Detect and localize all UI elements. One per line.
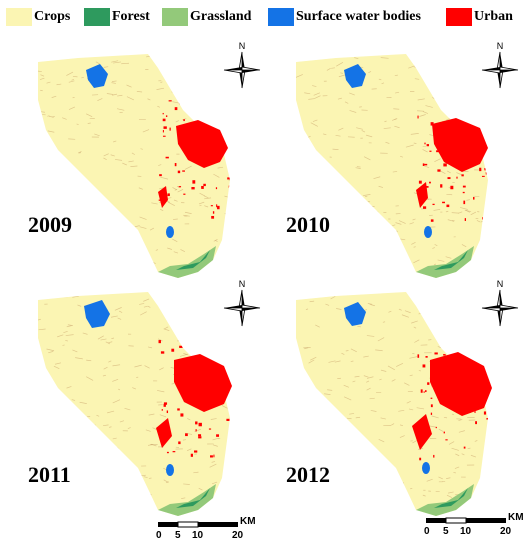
legend-swatch-grassland — [162, 8, 188, 26]
legend-item-water: Surface water bodies — [268, 6, 421, 28]
water-body-pond — [166, 226, 174, 238]
grassland-patch — [416, 246, 474, 278]
legend-label: Crops — [34, 9, 71, 24]
north-label: N — [497, 279, 504, 289]
map-panel-2012: 2012 N — [266, 278, 526, 534]
urban-area-main — [176, 120, 228, 168]
urban-area-minor — [412, 414, 432, 450]
land-use-map — [296, 292, 492, 516]
forest-patch — [434, 488, 468, 508]
legend-swatch-urban — [446, 8, 472, 26]
scale-tick: 20 — [232, 530, 244, 541]
map-year-label: 2010 — [286, 212, 330, 237]
forest-patch — [176, 488, 210, 508]
study-area-region — [38, 292, 230, 516]
land-use-map — [38, 292, 232, 516]
scale-tick: 5 — [175, 530, 181, 541]
map-legend: Crops Forest Grassland Surface water bod… — [0, 0, 532, 34]
urban-area-minor — [416, 182, 428, 208]
map-year-label: 2012 — [286, 462, 330, 487]
scale-tick: 0 — [424, 526, 430, 537]
legend-label: Urban — [474, 9, 513, 24]
scale-tick: 10 — [460, 526, 472, 537]
legend-item-urban: Urban — [446, 6, 513, 28]
legend-item-forest: Forest — [84, 6, 150, 28]
water-body-pond — [422, 462, 430, 474]
scale-bar-left: KM 0 5 10 20 — [156, 516, 278, 544]
scale-tick: 0 — [156, 530, 162, 541]
water-body-lake — [344, 302, 366, 326]
legend-item-grassland: Grassland — [162, 6, 251, 28]
legend-label: Grassland — [190, 9, 252, 24]
map-panel-2009: 2009 N — [8, 40, 268, 296]
map-panel-2010: 2010 N — [266, 40, 526, 296]
north-label: N — [239, 279, 246, 289]
water-body-lake — [344, 64, 366, 88]
legend-label: Forest — [112, 9, 150, 24]
forest-patch — [176, 250, 210, 270]
north-label: N — [497, 41, 504, 51]
grassland-patch — [158, 246, 216, 278]
scale-bar-right: KM 0 5 10 20 — [424, 512, 532, 540]
study-area-region — [296, 54, 488, 278]
north-arrow-icon: N — [222, 40, 262, 90]
urban-area-main — [432, 118, 488, 172]
north-arrow-icon: N — [480, 40, 520, 90]
scale-tick: 10 — [192, 530, 204, 541]
north-label: N — [239, 41, 246, 51]
scale-tick: 20 — [500, 526, 512, 537]
legend-label: Surface water bodies — [296, 9, 421, 24]
legend-swatch-forest — [84, 8, 110, 26]
urban-area-main — [174, 354, 232, 412]
scale-tick: 5 — [443, 526, 449, 537]
land-use-map — [296, 54, 488, 278]
map-panel-2011: 2011 N — [8, 278, 268, 534]
urban-area-minor — [156, 418, 172, 448]
land-use-map — [38, 54, 230, 278]
water-body-pond — [424, 226, 432, 238]
grassland-patch — [416, 484, 474, 516]
scale-unit: KM — [508, 512, 524, 523]
water-body-lake — [86, 64, 108, 88]
legend-swatch-water — [268, 8, 294, 26]
legend-swatch-crops — [6, 8, 32, 26]
map-year-label: 2011 — [28, 462, 71, 487]
water-body-lake — [84, 300, 110, 328]
urban-area-minor — [158, 186, 168, 208]
north-arrow-icon: N — [222, 278, 262, 328]
grassland-patch — [158, 484, 216, 516]
map-year-label: 2009 — [28, 212, 72, 237]
forest-patch — [434, 250, 468, 270]
study-area-region — [296, 292, 488, 516]
north-arrow-icon: N — [480, 278, 520, 328]
legend-item-crops: Crops — [6, 6, 70, 28]
water-body-pond — [166, 464, 174, 476]
scale-unit: KM — [240, 516, 256, 527]
urban-area-main — [430, 352, 492, 416]
